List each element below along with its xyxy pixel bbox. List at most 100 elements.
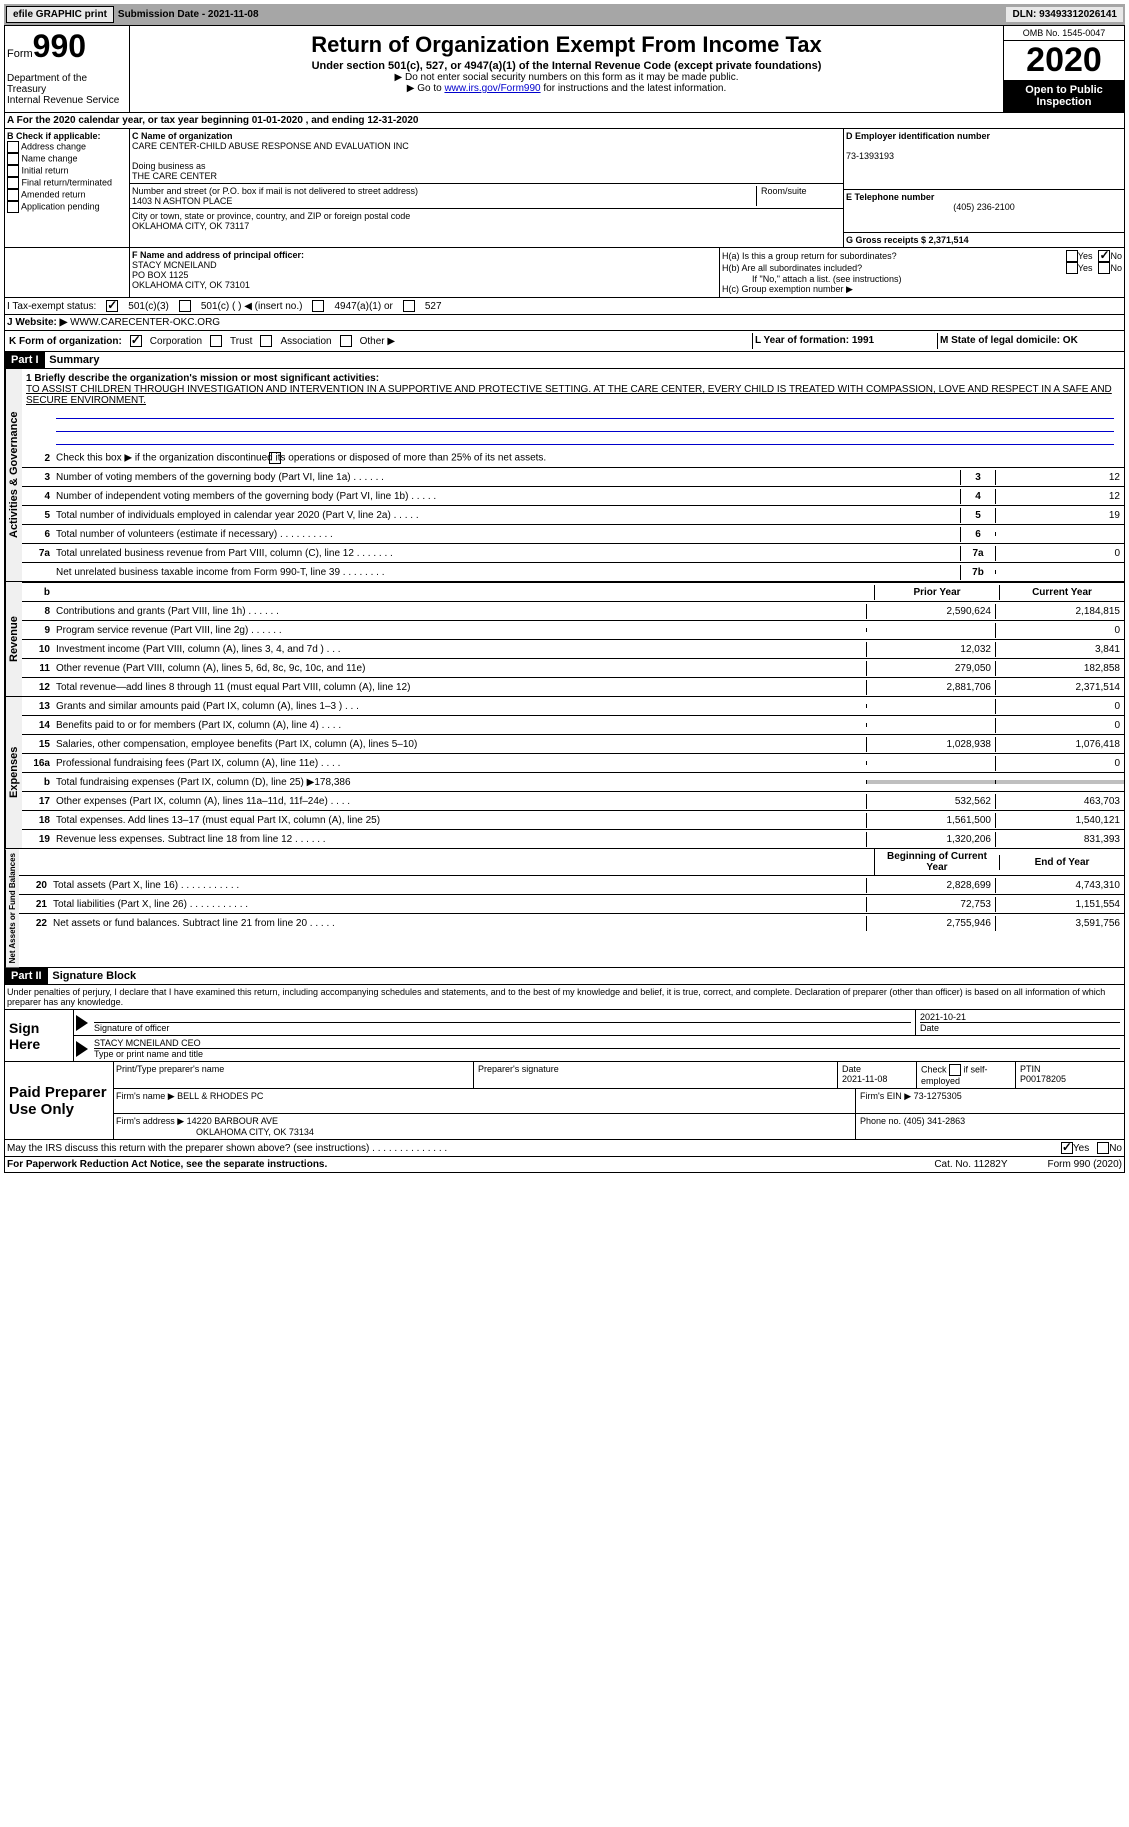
submission-date: Submission Date - 2021-11-08 bbox=[118, 9, 259, 20]
527-checkbox[interactable] bbox=[403, 300, 415, 312]
mission-text: TO ASSIST CHILDREN THROUGH INVESTIGATION… bbox=[26, 384, 1120, 406]
part1-header: Part I Summary bbox=[4, 352, 1125, 369]
ein-value: 73-1393193 bbox=[846, 151, 1122, 161]
ha-no-checkbox[interactable] bbox=[1098, 250, 1110, 262]
line-item: 7aTotal unrelated business revenue from … bbox=[22, 544, 1124, 563]
city-state-zip: OKLAHOMA CITY, OK 73117 bbox=[132, 221, 841, 231]
top-bar: efile GRAPHIC print Submission Date - 20… bbox=[4, 4, 1125, 25]
name-change-checkbox[interactable] bbox=[7, 153, 19, 165]
efile-button[interactable]: efile GRAPHIC print bbox=[6, 6, 114, 23]
footer: For Paperwork Reduction Act Notice, see … bbox=[4, 1157, 1125, 1173]
ptin-value: P00178205 bbox=[1020, 1074, 1120, 1084]
section-c: C Name of organization CARE CENTER-CHILD… bbox=[130, 129, 843, 247]
section-fgh: F Name and address of principal officer:… bbox=[4, 248, 1125, 298]
section-de: D Employer identification number 73-1393… bbox=[843, 129, 1124, 247]
association-checkbox[interactable] bbox=[260, 335, 272, 347]
4947-checkbox[interactable] bbox=[312, 300, 324, 312]
department-label: Department of the Treasury Internal Reve… bbox=[7, 73, 127, 106]
firm-address: 14220 BARBOUR AVE bbox=[187, 1116, 278, 1126]
line-item: Net unrelated business taxable income fr… bbox=[22, 563, 1124, 581]
info-grid: B Check if applicable: Address change Na… bbox=[4, 129, 1125, 248]
line-item: 13Grants and similar amounts paid (Part … bbox=[22, 697, 1124, 716]
omb-number: OMB No. 1545-0047 bbox=[1004, 26, 1124, 41]
sign-arrow-icon-2 bbox=[76, 1041, 88, 1057]
paid-preparer-section: Paid Preparer Use Only Print/Type prepar… bbox=[4, 1062, 1125, 1140]
discuss-no-checkbox[interactable] bbox=[1097, 1142, 1109, 1154]
officer-addr2: OKLAHOMA CITY, OK 73101 bbox=[132, 280, 717, 290]
501c3-checkbox[interactable] bbox=[106, 300, 118, 312]
501c-checkbox[interactable] bbox=[179, 300, 191, 312]
firm-city: OKLAHOMA CITY, OK 73134 bbox=[116, 1127, 853, 1137]
part2-header: Part II Signature Block bbox=[4, 968, 1125, 985]
line-item: 18Total expenses. Add lines 13–17 (must … bbox=[22, 811, 1124, 830]
ha-yes-checkbox[interactable] bbox=[1066, 250, 1078, 262]
row-j: J Website: ▶ WWW.CARECENTER-OKC.ORG bbox=[4, 315, 1125, 331]
initial-return-checkbox[interactable] bbox=[7, 165, 19, 177]
org-name: CARE CENTER-CHILD ABUSE RESPONSE AND EVA… bbox=[132, 141, 841, 151]
sign-arrow-icon bbox=[76, 1015, 88, 1031]
line-item: 4Number of independent voting members of… bbox=[22, 487, 1124, 506]
final-return-checkbox[interactable] bbox=[7, 177, 19, 189]
firm-phone: (405) 341-2863 bbox=[904, 1116, 966, 1126]
website-value: WWW.CARECENTER-OKC.ORG bbox=[70, 317, 220, 328]
state-domicile: M State of legal domicile: OK bbox=[940, 335, 1078, 346]
revenue-section: Revenue b Prior Year Current Year 8Contr… bbox=[4, 582, 1125, 697]
hb-yes-checkbox[interactable] bbox=[1066, 262, 1078, 274]
preparer-date: 2021-11-08 bbox=[842, 1074, 912, 1084]
trust-checkbox[interactable] bbox=[210, 335, 222, 347]
net-assets-section: Net Assets or Fund Balances Beginning of… bbox=[4, 849, 1125, 968]
governance-section: Activities & Governance 1 Briefly descri… bbox=[4, 369, 1125, 582]
row-i: I Tax-exempt status: 501(c)(3) 501(c) ( … bbox=[4, 298, 1125, 315]
line-item: 12Total revenue—add lines 8 through 11 (… bbox=[22, 678, 1124, 696]
sign-here-section: Sign Here Signature of officer 2021-10-2… bbox=[4, 1010, 1125, 1062]
section-b: B Check if applicable: Address change Na… bbox=[5, 129, 130, 247]
officer-addr1: PO BOX 1125 bbox=[132, 270, 717, 280]
row-klm: K Form of organization: Corporation Trus… bbox=[4, 331, 1125, 352]
line2-checkbox[interactable] bbox=[269, 452, 281, 464]
line-item: 16aProfessional fundraising fees (Part I… bbox=[22, 754, 1124, 773]
address-change-checkbox[interactable] bbox=[7, 141, 19, 153]
line-item: 22Net assets or fund balances. Subtract … bbox=[19, 914, 1124, 932]
gross-receipts: G Gross receipts $ 2,371,514 bbox=[846, 235, 1122, 245]
firm-name: BELL & RHODES PC bbox=[177, 1091, 263, 1101]
tax-year: 2020 bbox=[1004, 41, 1124, 80]
line-item: 19Revenue less expenses. Subtract line 1… bbox=[22, 830, 1124, 848]
line-item: 17Other expenses (Part IX, column (A), l… bbox=[22, 792, 1124, 811]
line-item: 15Salaries, other compensation, employee… bbox=[22, 735, 1124, 754]
officer-name-title: STACY MCNEILAND CEO bbox=[94, 1038, 1120, 1048]
line-item: 20Total assets (Part X, line 16) . . . .… bbox=[19, 876, 1124, 895]
line-item: bTotal fundraising expenses (Part IX, co… bbox=[22, 773, 1124, 792]
line-item: 14Benefits paid to or for members (Part … bbox=[22, 716, 1124, 735]
line-item: 11Other revenue (Part VIII, column (A), … bbox=[22, 659, 1124, 678]
discuss-yes-checkbox[interactable] bbox=[1061, 1142, 1073, 1154]
expenses-section: Expenses 13Grants and similar amounts pa… bbox=[4, 697, 1125, 849]
open-public-label: Open to Public Inspection bbox=[1004, 80, 1124, 112]
discuss-row: May the IRS discuss this return with the… bbox=[4, 1140, 1125, 1157]
form-number: Form990 bbox=[7, 28, 127, 65]
period-row: A For the 2020 calendar year, or tax yea… bbox=[4, 113, 1125, 129]
line-item: 6Total number of volunteers (estimate if… bbox=[22, 525, 1124, 544]
form-note2: ▶ Go to www.irs.gov/Form990 for instruct… bbox=[134, 83, 999, 94]
dba-name: THE CARE CENTER bbox=[132, 171, 841, 181]
other-checkbox[interactable] bbox=[340, 335, 352, 347]
amended-return-checkbox[interactable] bbox=[7, 189, 19, 201]
irs-link[interactable]: www.irs.gov/Form990 bbox=[444, 83, 540, 94]
form-title: Return of Organization Exempt From Incom… bbox=[134, 32, 999, 58]
hb-no-checkbox[interactable] bbox=[1098, 262, 1110, 274]
self-employed-checkbox[interactable] bbox=[949, 1064, 961, 1076]
officer-name: STACY MCNEILAND bbox=[132, 260, 717, 270]
form-note1: ▶ Do not enter social security numbers o… bbox=[134, 72, 999, 83]
street-address: 1403 N ASHTON PLACE bbox=[132, 196, 756, 206]
corporation-checkbox[interactable] bbox=[130, 335, 142, 347]
line-item: 21Total liabilities (Part X, line 26) . … bbox=[19, 895, 1124, 914]
sign-date: 2021-10-21 bbox=[920, 1012, 1120, 1022]
line-item: 8Contributions and grants (Part VIII, li… bbox=[22, 602, 1124, 621]
form-header: Form990 Department of the Treasury Inter… bbox=[4, 25, 1125, 113]
declaration-text: Under penalties of perjury, I declare th… bbox=[4, 985, 1125, 1010]
year-formation: L Year of formation: 1991 bbox=[755, 335, 874, 346]
firm-ein: 73-1275305 bbox=[914, 1091, 962, 1101]
line-item: 5Total number of individuals employed in… bbox=[22, 506, 1124, 525]
application-pending-checkbox[interactable] bbox=[7, 201, 19, 213]
form-subtitle: Under section 501(c), 527, or 4947(a)(1)… bbox=[134, 60, 999, 72]
line-item: 9Program service revenue (Part VIII, lin… bbox=[22, 621, 1124, 640]
